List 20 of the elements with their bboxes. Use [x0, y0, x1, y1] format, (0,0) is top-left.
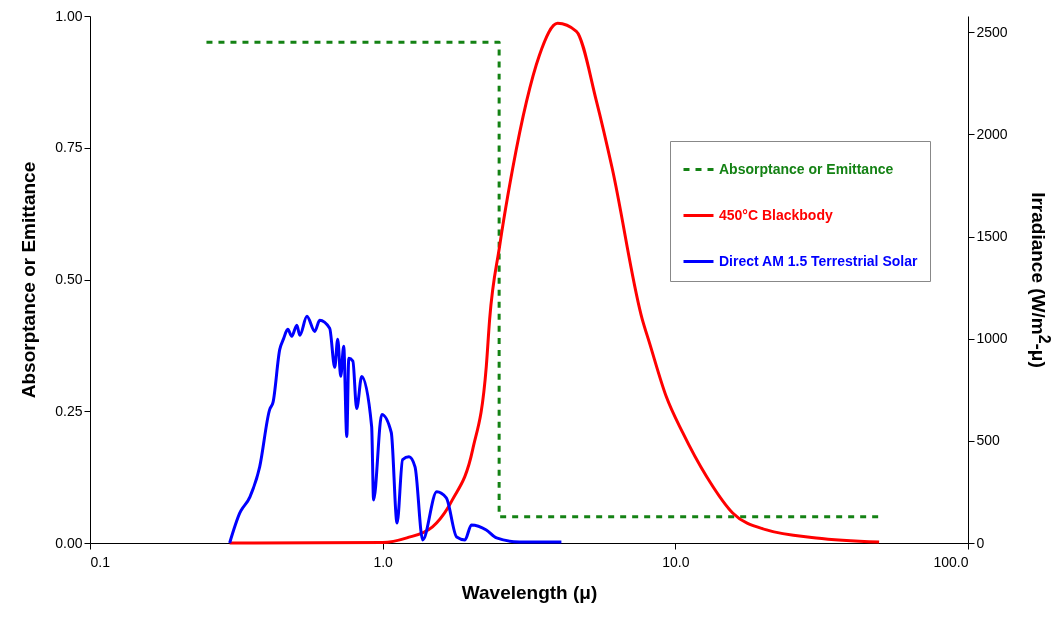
y-tick-label: 0.50 [55, 271, 83, 287]
y2-tick-label: 0 [976, 534, 985, 551]
x-tick-label: 100.0 [933, 553, 969, 570]
legend-label: 450°C Blackbody [719, 206, 833, 223]
y-tick-label: 1.00 [55, 7, 83, 24]
legend-label: Absorptance or Emittance [719, 160, 894, 177]
y-tick-label: 0.75 [55, 139, 83, 156]
y2-tick-label: 1000 [976, 330, 1008, 347]
y2-tick-label: 1500 [976, 228, 1008, 245]
x-tick-label: 1.0 [373, 553, 394, 570]
y2-tick-label: 500 [976, 432, 1001, 449]
y-axis-title: Absorptance or Emittance [18, 161, 40, 399]
y2-tick-label: 2500 [976, 23, 1008, 40]
x-axis-title: Wavelength (μ) [461, 581, 598, 603]
legend-label: Direct AM 1.5 Terrestrial Solar [719, 252, 918, 269]
y-tick-label: 0.25 [55, 402, 83, 419]
y2-tick-label: 2000 [976, 125, 1008, 142]
x-tick-label: 0.1 [90, 553, 111, 570]
y-tick-label: 0.00 [55, 534, 83, 551]
x-tick-label: 10.0 [662, 553, 690, 570]
